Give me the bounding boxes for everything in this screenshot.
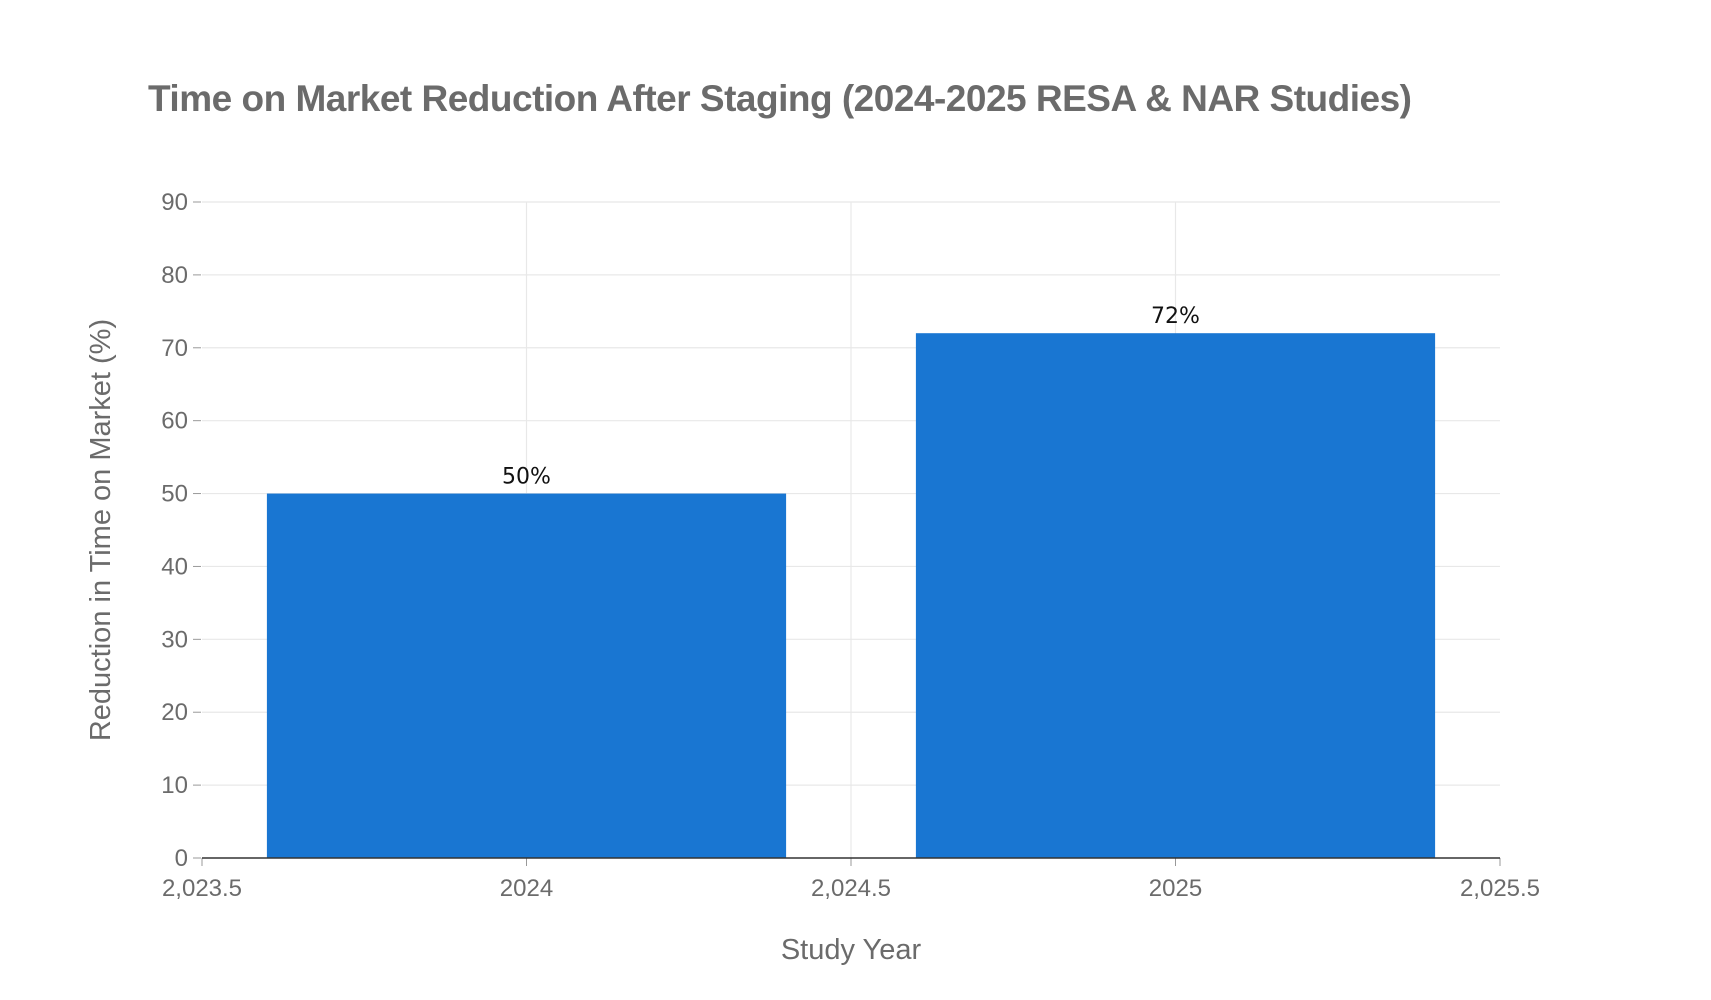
y-axis-title: Reduction in Time on Market (%) xyxy=(85,319,117,741)
x-tick-label: 2025 xyxy=(1149,875,1202,902)
y-tick-label: 90 xyxy=(161,189,188,216)
y-tick-label: 60 xyxy=(161,408,188,435)
bar-data-label: 72% xyxy=(1151,304,1200,329)
x-tick-label: 2,024.5 xyxy=(811,875,891,902)
y-tick-label: 10 xyxy=(161,772,188,799)
chart-title: Time on Market Reduction After Staging (… xyxy=(148,78,1412,119)
y-tick-label: 70 xyxy=(161,335,188,362)
bar xyxy=(266,493,787,858)
y-tick-label: 20 xyxy=(161,699,188,726)
y-tick-label: 40 xyxy=(161,553,188,580)
bar-data-label: 50% xyxy=(502,465,551,490)
x-axis-title: Study Year xyxy=(781,934,922,966)
x-tick-label: 2,025.5 xyxy=(1460,875,1540,902)
x-tick-label: 2,023.5 xyxy=(162,875,242,902)
bars xyxy=(266,333,1436,858)
axes xyxy=(193,201,1501,866)
y-tick-label: 80 xyxy=(161,262,188,289)
y-tick-label: 50 xyxy=(161,481,188,508)
labels: 0 10 20 30 40 50 60 70 80 90 2,023.5 2024 2,024.5 202… xyxy=(161,189,1540,902)
y-tick-label: 0 xyxy=(175,845,188,872)
x-tick-label: 2024 xyxy=(500,875,553,902)
y-tick-label: 30 xyxy=(161,626,188,653)
bar xyxy=(915,333,1436,858)
